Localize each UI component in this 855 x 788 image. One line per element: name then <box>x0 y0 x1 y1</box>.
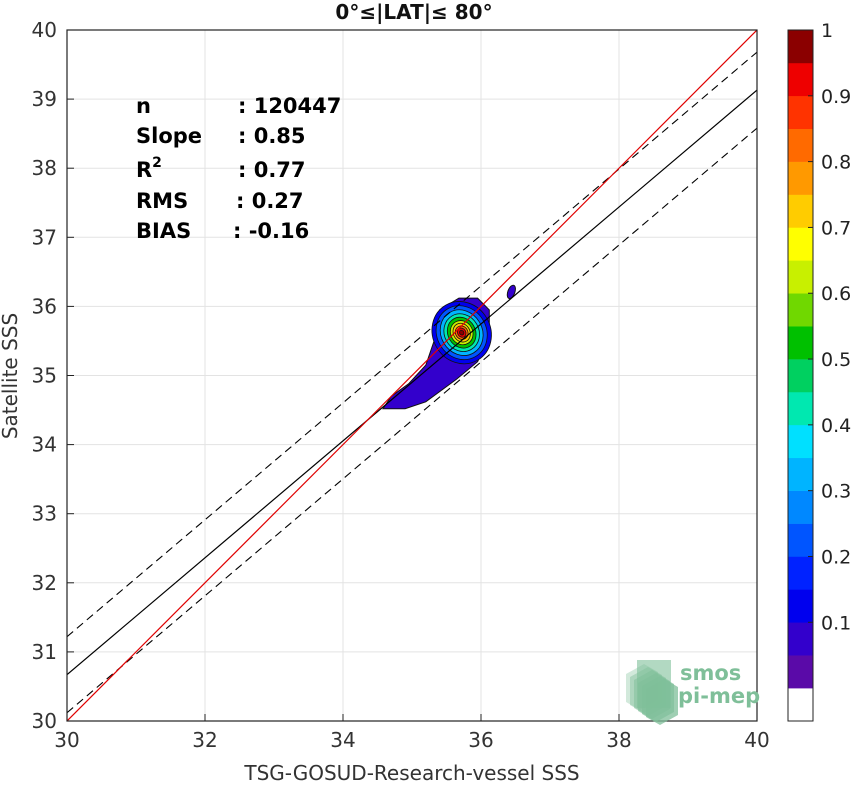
x-axis-ticks: 30 32 34 36 38 40 <box>54 714 770 752</box>
stat-value: : 120447 <box>238 94 341 118</box>
logo-shape <box>637 660 671 708</box>
regression-lines <box>67 30 757 721</box>
y-tick-label: 37 <box>32 225 57 249</box>
y-tick-label: 40 <box>32 18 57 42</box>
logo-text-pimep: pi-mep <box>678 684 760 708</box>
colorbar-segment <box>788 30 813 64</box>
x-tick-label: 40 <box>744 728 769 752</box>
colorbar-segment <box>788 490 813 524</box>
colorbar-segment <box>788 457 813 491</box>
colorbar-segment <box>788 293 813 327</box>
stat-value: : -0.16 <box>233 219 309 243</box>
colorbar-tick-label: 0.7 <box>821 217 851 239</box>
stat-label: RMS <box>136 189 188 213</box>
y-axis-label: Satellite SSS <box>0 313 22 439</box>
colorbar-tick-label: 0.1 <box>821 612 851 634</box>
density-contour-level <box>459 329 465 336</box>
stat-label: R2 <box>136 155 162 182</box>
colorbar-segment <box>788 326 813 360</box>
colorbar-tick-label: 0.4 <box>821 415 851 437</box>
colorbar-segment <box>788 359 813 393</box>
x-tick-label: 32 <box>192 728 217 752</box>
y-tick-label: 36 <box>32 294 57 318</box>
y-tick-label: 33 <box>32 502 57 526</box>
colorbar-tick-label: 0.8 <box>821 152 851 174</box>
stat-label: Slope <box>136 124 202 148</box>
colorbar-segment <box>788 227 813 261</box>
colorbar-tick-label: 0.5 <box>821 349 851 371</box>
y-tick-label: 39 <box>32 87 57 111</box>
colorbar-segment <box>788 161 813 195</box>
colorbar-segment <box>788 523 813 557</box>
stats-annotation: n : 120447 Slope : 0.85 R2 : 0.77 RMS : 0.27 BIA… <box>136 94 341 243</box>
y-tick-label: 34 <box>32 433 57 457</box>
y-axis-ticks: 30 31 32 33 34 35 36 37 38 39 40 <box>32 18 74 733</box>
x-tick-label: 36 <box>468 728 493 752</box>
colorbar-segment <box>788 260 813 294</box>
colorbar-segment <box>788 589 813 623</box>
x-tick-label: 34 <box>330 728 355 752</box>
fit-lower-bound-line <box>67 127 757 714</box>
logo-text-smos: smos <box>680 661 741 685</box>
density-contour-island <box>506 284 516 300</box>
colorbar-tick-label: 0.6 <box>821 283 851 305</box>
colorbar-segment <box>788 194 813 228</box>
colorbar-tick-label: 0.2 <box>821 546 851 568</box>
colorbar: 0.1 0.2 0.3 0.4 0.5 0.6 0.7 0.8 0.9 1 <box>787 20 851 722</box>
y-tick-label: 38 <box>32 156 57 180</box>
stat-label: BIAS <box>136 219 191 243</box>
y-tick-label: 32 <box>32 571 57 595</box>
stat-label: n <box>136 94 151 118</box>
identity-line <box>67 30 757 721</box>
colorbar-tick-label: 1 <box>821 20 833 42</box>
colorbar-segment <box>788 62 813 97</box>
x-tick-label: 30 <box>54 728 79 752</box>
x-tick-label: 38 <box>606 728 631 752</box>
y-tick-label: 35 <box>32 364 57 388</box>
colorbar-segment <box>788 128 813 162</box>
colorbar-segment <box>788 688 813 722</box>
colorbar-segment <box>788 391 813 426</box>
density-contours <box>382 284 516 410</box>
stat-value: : 0.85 <box>238 124 306 148</box>
fit-upper-bound-line <box>67 51 757 638</box>
stat-value: : 0.77 <box>238 158 306 182</box>
fit-line <box>67 89 757 676</box>
colorbar-segment <box>788 622 813 656</box>
y-tick-label: 31 <box>32 640 57 664</box>
colorbar-segment <box>788 424 813 459</box>
colorbar-segment <box>788 95 813 130</box>
colorbar-tick-label: 0.9 <box>821 86 851 108</box>
colorbar-frame <box>787 29 814 722</box>
colorbar-tick-label: 0.3 <box>821 481 851 503</box>
colorbar-segment <box>788 655 813 689</box>
colorbar-segment <box>788 556 813 590</box>
stat-value: : 0.27 <box>236 189 304 213</box>
chart-title: 0°≤|LAT|≤ 80° <box>335 0 492 24</box>
y-tick-label: 30 <box>32 709 57 733</box>
x-axis-label: TSG-GOSUD-Research-vessel SSS <box>243 761 579 784</box>
